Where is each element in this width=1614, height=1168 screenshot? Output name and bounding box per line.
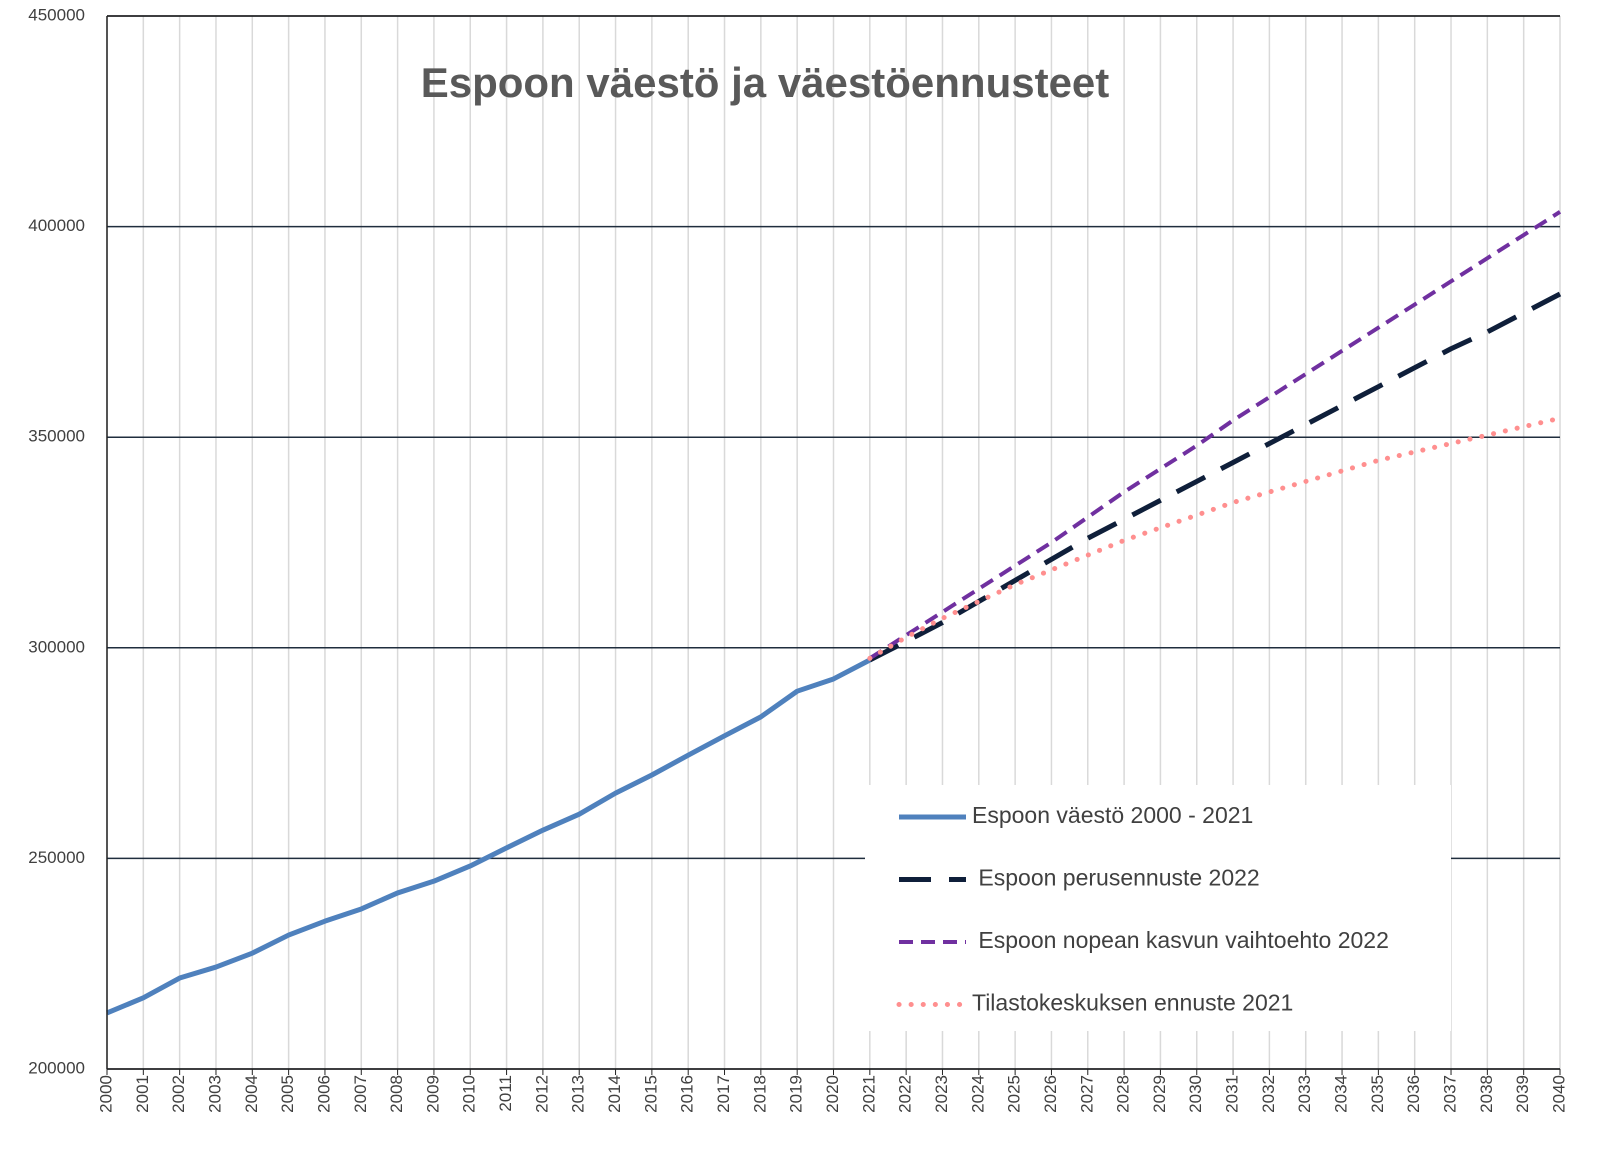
x-tick-label: 2012 [532, 1075, 551, 1113]
y-tick-label: 450000 [28, 5, 85, 24]
x-tick-label: 2008 [387, 1075, 406, 1113]
legend-box [865, 785, 1451, 1031]
x-tick-label: 2032 [1259, 1075, 1278, 1113]
chart-title: Espoon väestö ja väestöennusteet [421, 59, 1110, 106]
x-tick-label: 2025 [1005, 1075, 1024, 1113]
x-tick-label: 2005 [278, 1075, 297, 1113]
y-tick-label: 300000 [28, 637, 85, 656]
x-tick-label: 2031 [1223, 1075, 1242, 1113]
x-tick-label: 2023 [932, 1075, 951, 1113]
x-tick-label: 2035 [1368, 1075, 1387, 1113]
x-tick-label: 2002 [169, 1075, 188, 1113]
x-tick-label: 2040 [1549, 1075, 1568, 1113]
x-tick-label: 2000 [96, 1075, 115, 1113]
x-tick-label: 2018 [750, 1075, 769, 1113]
x-tick-label: 2038 [1477, 1075, 1496, 1113]
series-line [867, 415, 1563, 661]
x-tick-label: 2033 [1295, 1075, 1314, 1113]
y-tick-label: 400000 [28, 216, 85, 235]
x-tick-label: 2021 [859, 1075, 878, 1113]
x-tick-label: 2028 [1114, 1075, 1133, 1113]
legend-label: Espoon perusennuste 2022 [972, 865, 1260, 891]
series-line [868, 291, 1562, 663]
x-tick-label: 2015 [641, 1075, 660, 1113]
y-tick-label: 250000 [28, 848, 85, 867]
x-tick-label: 2026 [1041, 1075, 1060, 1113]
x-tick-label: 2020 [823, 1075, 842, 1113]
x-tick-label: 2039 [1513, 1075, 1532, 1113]
x-tick-label: 2022 [896, 1075, 915, 1113]
x-tick-label: 2013 [569, 1075, 588, 1113]
x-tick-label: 2003 [205, 1075, 224, 1113]
y-tick-label: 350000 [28, 427, 85, 446]
x-tick-label: 2001 [133, 1075, 152, 1113]
x-tick-label: 2017 [714, 1075, 733, 1113]
x-tick-label: 2007 [351, 1075, 370, 1113]
x-tick-label: 2014 [605, 1075, 624, 1113]
x-tick-label: 2037 [1441, 1075, 1460, 1113]
x-tick-label: 2024 [968, 1075, 987, 1113]
series-line [106, 657, 871, 1016]
legend-label: Espoon nopean kasvun vaihtoehto 2022 [972, 927, 1389, 953]
x-tick-label: 2016 [678, 1075, 697, 1113]
lines [106, 210, 1563, 1016]
x-tick-label: 2006 [314, 1075, 333, 1113]
x-tick-label: 2036 [1404, 1075, 1423, 1113]
legend-label: Espoon väestö 2000 - 2021 [972, 802, 1253, 828]
x-tick-label: 2004 [242, 1075, 261, 1113]
legend: Espoon väestö 2000 - 2021 Espoon perusen… [896, 802, 1389, 1016]
x-tick-label: 2019 [787, 1075, 806, 1113]
x-tick-label: 2030 [1186, 1075, 1205, 1113]
x-tick-label: 2027 [1077, 1075, 1096, 1113]
x-tick-label: 2009 [423, 1075, 442, 1113]
series-line [868, 210, 1562, 661]
x-tick-label: 2010 [460, 1075, 479, 1113]
legend-label: Tilastokeskuksen ennuste 2021 [972, 990, 1293, 1016]
y-tick-label: 200000 [28, 1058, 85, 1077]
x-tick-label: 2034 [1332, 1075, 1351, 1113]
x-tick-label: 2011 [496, 1075, 515, 1112]
x-tick-label: 2029 [1150, 1075, 1169, 1113]
